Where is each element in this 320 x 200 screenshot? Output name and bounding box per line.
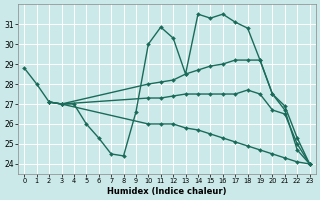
X-axis label: Humidex (Indice chaleur): Humidex (Indice chaleur) [107,187,227,196]
